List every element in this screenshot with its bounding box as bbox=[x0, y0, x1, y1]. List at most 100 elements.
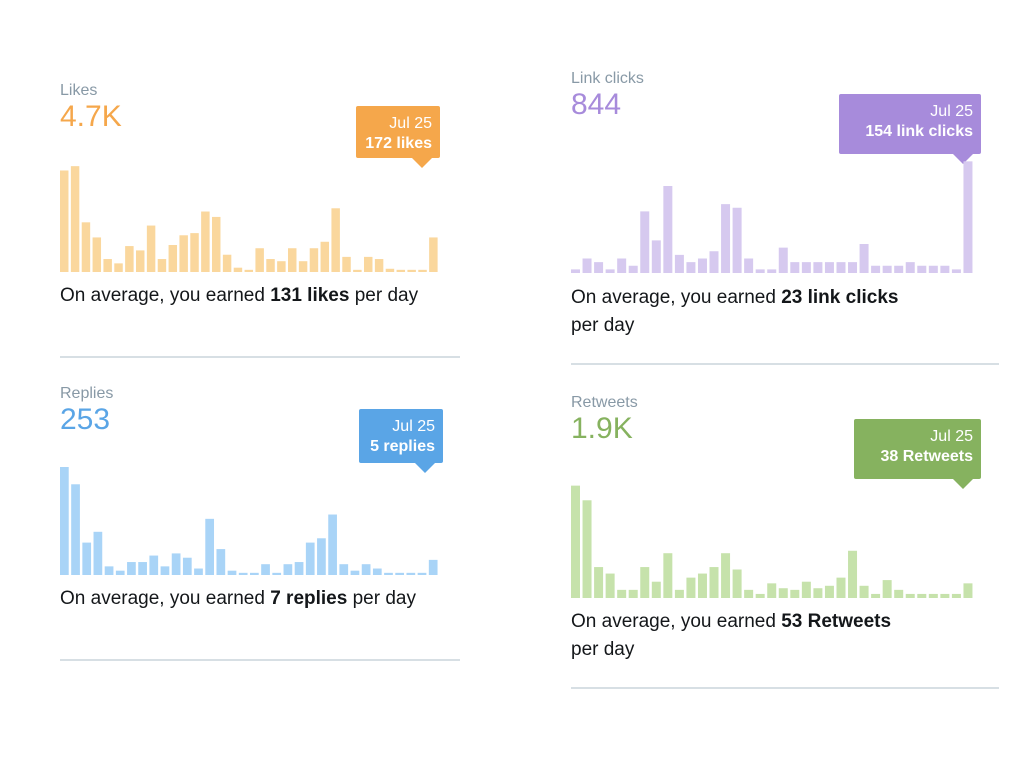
chart-bar[interactable] bbox=[605, 269, 615, 273]
chart-bar[interactable] bbox=[384, 572, 393, 575]
chart-bar[interactable] bbox=[836, 577, 846, 598]
chart-bar[interactable] bbox=[396, 269, 406, 272]
chart-bar[interactable] bbox=[212, 216, 221, 272]
chart-bar[interactable] bbox=[582, 258, 592, 274]
chart-bar[interactable] bbox=[790, 589, 800, 598]
chart-bar[interactable] bbox=[428, 559, 438, 575]
chart-bar[interactable] bbox=[266, 259, 275, 272]
chart-bar[interactable] bbox=[697, 573, 707, 598]
chart-bar[interactable] bbox=[179, 235, 188, 272]
chart-bar[interactable] bbox=[429, 237, 438, 272]
chart-bar[interactable] bbox=[617, 258, 627, 274]
chart-bar[interactable] bbox=[790, 262, 800, 273]
chart-bar[interactable] bbox=[146, 225, 156, 272]
chart-bar[interactable] bbox=[617, 589, 627, 598]
chart-bar[interactable] bbox=[182, 557, 192, 575]
chart-bar[interactable] bbox=[60, 467, 69, 575]
chart-bar[interactable] bbox=[871, 265, 881, 273]
chart-bar[interactable] bbox=[778, 588, 788, 598]
chart-bar[interactable] bbox=[353, 269, 362, 272]
chart-bar[interactable] bbox=[277, 261, 286, 272]
chart-bar[interactable] bbox=[940, 593, 950, 598]
chart-bar[interactable] bbox=[201, 211, 210, 272]
chart-bar[interactable] bbox=[663, 553, 673, 598]
chart-bar[interactable] bbox=[859, 244, 869, 273]
chart-bar[interactable] bbox=[364, 256, 373, 272]
chart-bar[interactable] bbox=[171, 553, 181, 575]
chart-bar[interactable] bbox=[418, 269, 427, 272]
chart-bar[interactable] bbox=[640, 211, 650, 273]
chart-bar[interactable] bbox=[157, 259, 167, 272]
chart-bar[interactable] bbox=[801, 581, 811, 598]
chart-bar[interactable] bbox=[168, 245, 178, 272]
chart-bar[interactable] bbox=[951, 593, 961, 598]
chart-bar[interactable] bbox=[721, 553, 731, 598]
chart-bar[interactable] bbox=[305, 542, 315, 575]
chart-bar[interactable] bbox=[244, 269, 254, 272]
chart-bar[interactable] bbox=[350, 570, 360, 575]
chart-bar[interactable] bbox=[138, 562, 147, 575]
chart-bar[interactable] bbox=[255, 248, 264, 272]
chart-bar[interactable] bbox=[298, 261, 308, 272]
chart-bar[interactable] bbox=[640, 567, 650, 598]
chart-bar[interactable] bbox=[261, 564, 270, 575]
chart-bar[interactable] bbox=[339, 564, 349, 575]
chart-bar[interactable] bbox=[331, 208, 340, 272]
chart-bar[interactable] bbox=[709, 251, 719, 273]
chart-bar[interactable] bbox=[940, 265, 950, 273]
chart-bar[interactable] bbox=[917, 265, 927, 273]
chart-bar[interactable] bbox=[813, 588, 823, 598]
chart-bar[interactable] bbox=[361, 564, 371, 575]
chart-bar[interactable] bbox=[778, 247, 788, 273]
chart-bar[interactable] bbox=[407, 269, 416, 272]
chart-bar[interactable] bbox=[406, 572, 416, 575]
chart-bar[interactable] bbox=[732, 207, 742, 273]
chart-bar[interactable] bbox=[374, 259, 384, 272]
chart-bar[interactable] bbox=[250, 572, 259, 575]
chart-bar[interactable] bbox=[594, 262, 604, 273]
chart-bar[interactable] bbox=[309, 248, 319, 272]
chart-bar[interactable] bbox=[848, 262, 858, 273]
chart-bar[interactable] bbox=[674, 589, 684, 598]
chart-bar[interactable] bbox=[233, 267, 243, 272]
chart-bar[interactable] bbox=[663, 186, 673, 273]
chart-bar[interactable] bbox=[917, 593, 927, 598]
chart-bar[interactable] bbox=[82, 542, 92, 575]
chart-bar[interactable] bbox=[801, 262, 811, 273]
chart-bar[interactable] bbox=[594, 567, 604, 598]
chart-bar[interactable] bbox=[125, 246, 134, 272]
chart-bar[interactable] bbox=[294, 562, 304, 575]
chart-bar[interactable] bbox=[571, 269, 580, 273]
chart-bar[interactable] bbox=[905, 262, 915, 273]
chart-bar[interactable] bbox=[571, 485, 580, 598]
chart-bar[interactable] bbox=[222, 254, 232, 272]
chart-bar[interactable] bbox=[283, 564, 293, 575]
chart-bar[interactable] bbox=[71, 484, 80, 575]
chart-bar[interactable] bbox=[882, 265, 892, 273]
chart-bar[interactable] bbox=[928, 265, 938, 273]
chart-bar[interactable] bbox=[709, 567, 719, 598]
chart-bar[interactable] bbox=[328, 514, 337, 575]
chart-bar[interactable] bbox=[859, 585, 869, 598]
chart-bar[interactable] bbox=[272, 572, 282, 575]
chart-bar[interactable] bbox=[963, 161, 973, 273]
chart-bar[interactable] bbox=[651, 581, 661, 598]
chart-bar[interactable] bbox=[127, 562, 136, 575]
chart-bar[interactable] bbox=[767, 269, 777, 273]
chart-bar[interactable] bbox=[395, 572, 405, 575]
chart-bar[interactable] bbox=[651, 240, 661, 273]
chart-bar[interactable] bbox=[836, 262, 846, 273]
chart-bar[interactable] bbox=[205, 518, 215, 575]
chart-bar[interactable] bbox=[824, 585, 834, 598]
chart-bar[interactable] bbox=[905, 593, 915, 598]
chart-bar[interactable] bbox=[674, 254, 684, 273]
chart-bar[interactable] bbox=[871, 593, 881, 598]
chart-bar[interactable] bbox=[755, 269, 765, 273]
chart-bar[interactable] bbox=[216, 549, 226, 575]
chart-bar[interactable] bbox=[93, 531, 103, 575]
chart-bar[interactable] bbox=[697, 258, 707, 274]
chart-bar[interactable] bbox=[928, 593, 938, 598]
chart-bar[interactable] bbox=[288, 248, 297, 272]
chart-bar[interactable] bbox=[951, 269, 961, 273]
chart-bar[interactable] bbox=[92, 237, 102, 272]
